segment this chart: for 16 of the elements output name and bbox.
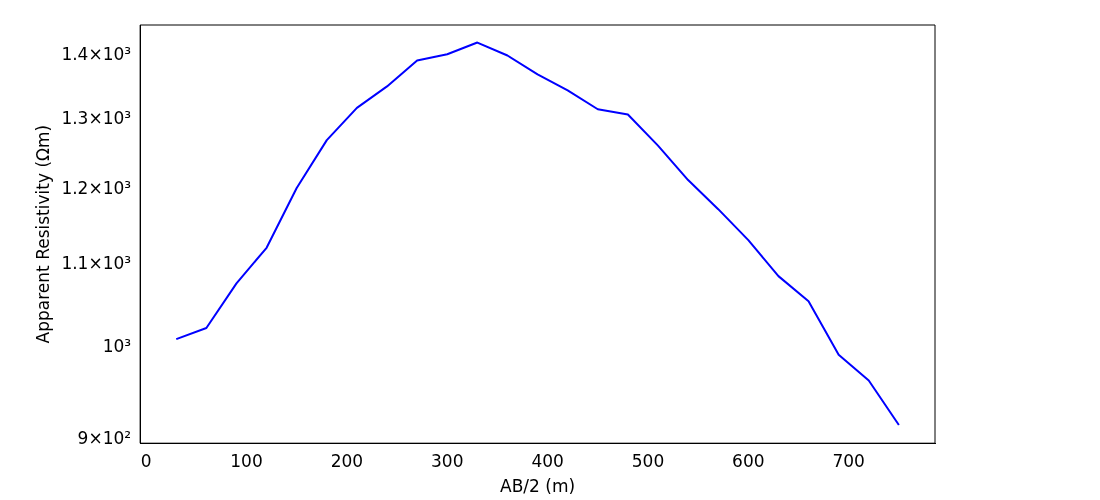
y-tick-label: 10³ [102,336,132,357]
x-tick-label: 200 [330,450,364,471]
y-tick-label: 1.4×10³ [61,43,132,64]
y-tick-label: 9×10² [77,427,132,448]
y-tick-label: 1.1×10³ [61,253,132,274]
y-axis-title: Apparent Resistivity (Ωm) [32,124,53,344]
x-tick-label: 600 [732,450,765,471]
x-tick-label: 0 [140,450,152,471]
x-tick-label: 400 [531,450,564,471]
x-tick-label: 300 [431,450,464,471]
x-axis-title: AB/2 (m) [500,476,576,497]
x-tick-label: 700 [832,450,865,471]
x-tick-label: 500 [631,450,665,471]
y-tick-label: 1.2×10³ [61,177,132,198]
x-tick-label: 100 [230,450,263,471]
y-tick-label: 1.3×10³ [61,108,132,129]
